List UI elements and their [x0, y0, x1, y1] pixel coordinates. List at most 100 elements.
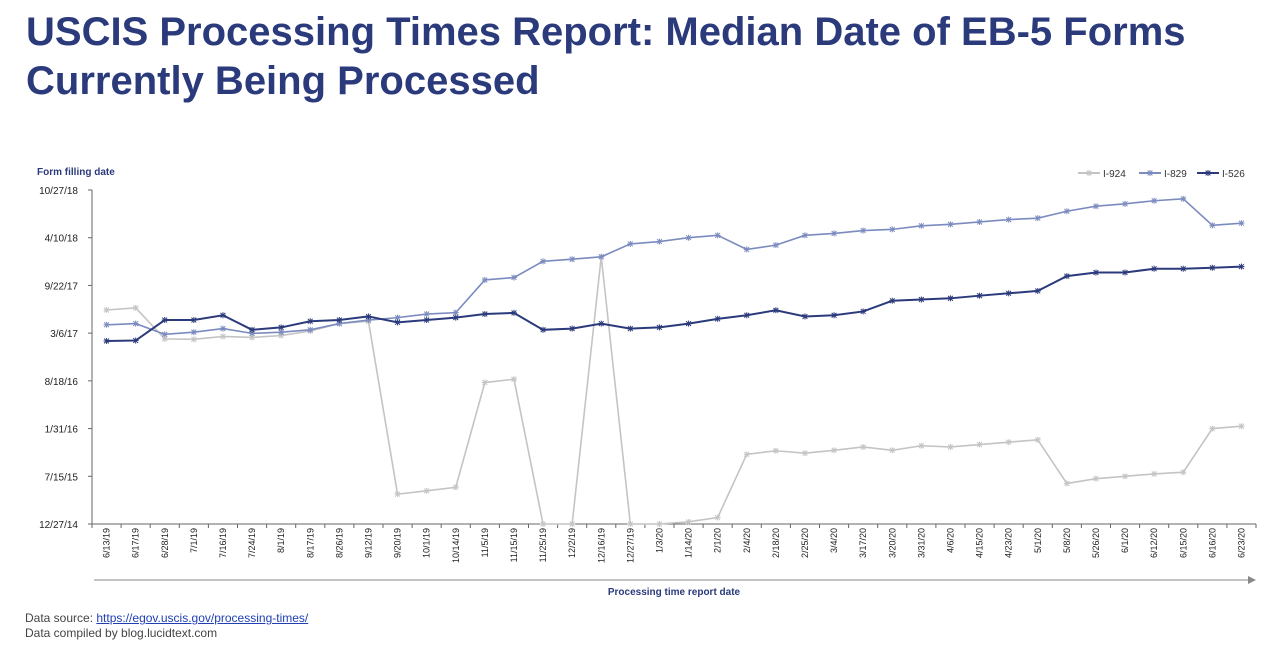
- data-point: [743, 451, 750, 458]
- data-point: [947, 443, 954, 450]
- x-tick-label: 3/31/20: [916, 528, 926, 558]
- data-point: [685, 320, 692, 327]
- legend: I-924 I-829 I-526: [1078, 169, 1245, 180]
- data-point: [918, 442, 925, 449]
- data-point: [656, 521, 663, 527]
- data-point: [219, 325, 226, 332]
- x-tick-label: 9/12/19: [363, 528, 373, 558]
- data-point: [249, 326, 256, 333]
- data-point: [423, 311, 430, 318]
- data-point: [452, 309, 459, 316]
- legend-label: I-924: [1103, 169, 1126, 180]
- data-point: [1122, 473, 1129, 480]
- data-point: [976, 218, 983, 225]
- data-point: [656, 238, 663, 245]
- legend-label: I-526: [1222, 169, 1245, 180]
- data-point: [831, 312, 838, 319]
- data-point: [1122, 200, 1129, 207]
- data-point: [190, 329, 197, 336]
- data-point: [510, 376, 517, 383]
- y-tick-label: 4/10/18: [45, 234, 79, 245]
- series-i-526: [103, 263, 1245, 345]
- x-tick-label: 7/24/19: [247, 528, 257, 558]
- x-tick-label: 8/17/19: [305, 528, 315, 558]
- data-point: [336, 317, 343, 324]
- series-line: [106, 198, 1242, 336]
- x-tick-label: 12/27/19: [625, 528, 635, 563]
- legend-item-i-526: I-526: [1197, 169, 1245, 180]
- data-point: [714, 232, 721, 239]
- x-tick-label: 5/26/20: [1091, 528, 1101, 558]
- x-tick-label: 6/16/20: [1207, 528, 1217, 558]
- y-tick-label: 12/27/14: [39, 520, 78, 531]
- x-tick-label: 6/12/20: [1149, 528, 1159, 558]
- data-point: [831, 230, 838, 237]
- data-point: [772, 447, 779, 454]
- x-tick-label: 6/13/19: [102, 528, 112, 558]
- data-point: [1180, 469, 1187, 476]
- x-tick-label: 12/2/19: [567, 528, 577, 558]
- x-tick-label: 6/28/19: [160, 528, 170, 558]
- source-line: Data source: https://egov.uscis.gov/proc…: [25, 611, 308, 626]
- x-tick-label: 11/15/19: [509, 528, 519, 562]
- data-point: [161, 331, 168, 338]
- data-point: [889, 447, 896, 454]
- data-point: [1151, 470, 1158, 477]
- data-point: [1122, 269, 1129, 276]
- legend-label: I-829: [1164, 169, 1187, 180]
- x-tick-label: 6/1/20: [1120, 528, 1130, 553]
- data-point: [569, 256, 576, 263]
- data-point: [1209, 425, 1216, 432]
- data-point: [249, 334, 256, 341]
- source-prefix: Data source:: [25, 611, 97, 625]
- line-chart: Form filling date I-924 I-829 I-526 10/27/…: [37, 167, 1257, 598]
- y-axis-title: Form filling date: [37, 167, 115, 178]
- data-point: [394, 314, 401, 321]
- data-point: [1180, 195, 1187, 202]
- x-tick-label: 10/1/19: [422, 528, 432, 558]
- data-point: [714, 514, 721, 521]
- data-point: [1034, 436, 1041, 443]
- page-title: USCIS Processing Times Report: Median Da…: [26, 10, 1186, 103]
- data-point: [627, 521, 634, 527]
- legend-item-i-829: I-829: [1139, 169, 1187, 180]
- data-point: [801, 232, 808, 239]
- data-point: [219, 312, 226, 319]
- data-point: [976, 292, 983, 299]
- data-point: [394, 491, 401, 498]
- y-tick-label: 7/15/15: [45, 472, 79, 483]
- data-point: [1209, 264, 1216, 271]
- data-point: [1063, 273, 1070, 280]
- data-point: [481, 311, 488, 318]
- x-tick-label: 7/1/19: [189, 528, 199, 553]
- data-point: [569, 521, 576, 527]
- x-tick-label: 12/16/19: [596, 528, 606, 563]
- data-point: [569, 325, 576, 332]
- data-point: [714, 315, 721, 322]
- data-point: [1151, 197, 1158, 204]
- y-tick-label: 10/27/18: [39, 186, 78, 197]
- data-point: [452, 484, 459, 491]
- data-point: [307, 318, 314, 325]
- x-tick-label: 1/3/20: [654, 528, 664, 553]
- data-point: [918, 222, 925, 229]
- source-link[interactable]: https://egov.uscis.gov/processing-times/: [96, 611, 309, 625]
- data-point: [190, 336, 197, 343]
- x-tick-label: 8/1/19: [276, 528, 286, 553]
- x-tick-label: 9/20/19: [393, 528, 403, 558]
- data-point: [947, 221, 954, 228]
- data-point: [307, 326, 314, 333]
- data-point: [1063, 480, 1070, 487]
- x-tick-label: 3/20/20: [887, 528, 897, 558]
- x-tick-label: 5/8/20: [1062, 528, 1072, 553]
- x-tick-label: 6/15/20: [1178, 528, 1188, 558]
- x-tick-label: 6/17/19: [131, 528, 141, 558]
- data-point: [627, 325, 634, 332]
- series-i-829: [103, 195, 1245, 338]
- data-point: [481, 276, 488, 283]
- data-point: [772, 307, 779, 314]
- data-point: [1180, 265, 1187, 272]
- x-tick-label: 7/16/19: [218, 528, 228, 558]
- x-tick-label: 5/1/20: [1033, 528, 1043, 553]
- data-point: [743, 312, 750, 319]
